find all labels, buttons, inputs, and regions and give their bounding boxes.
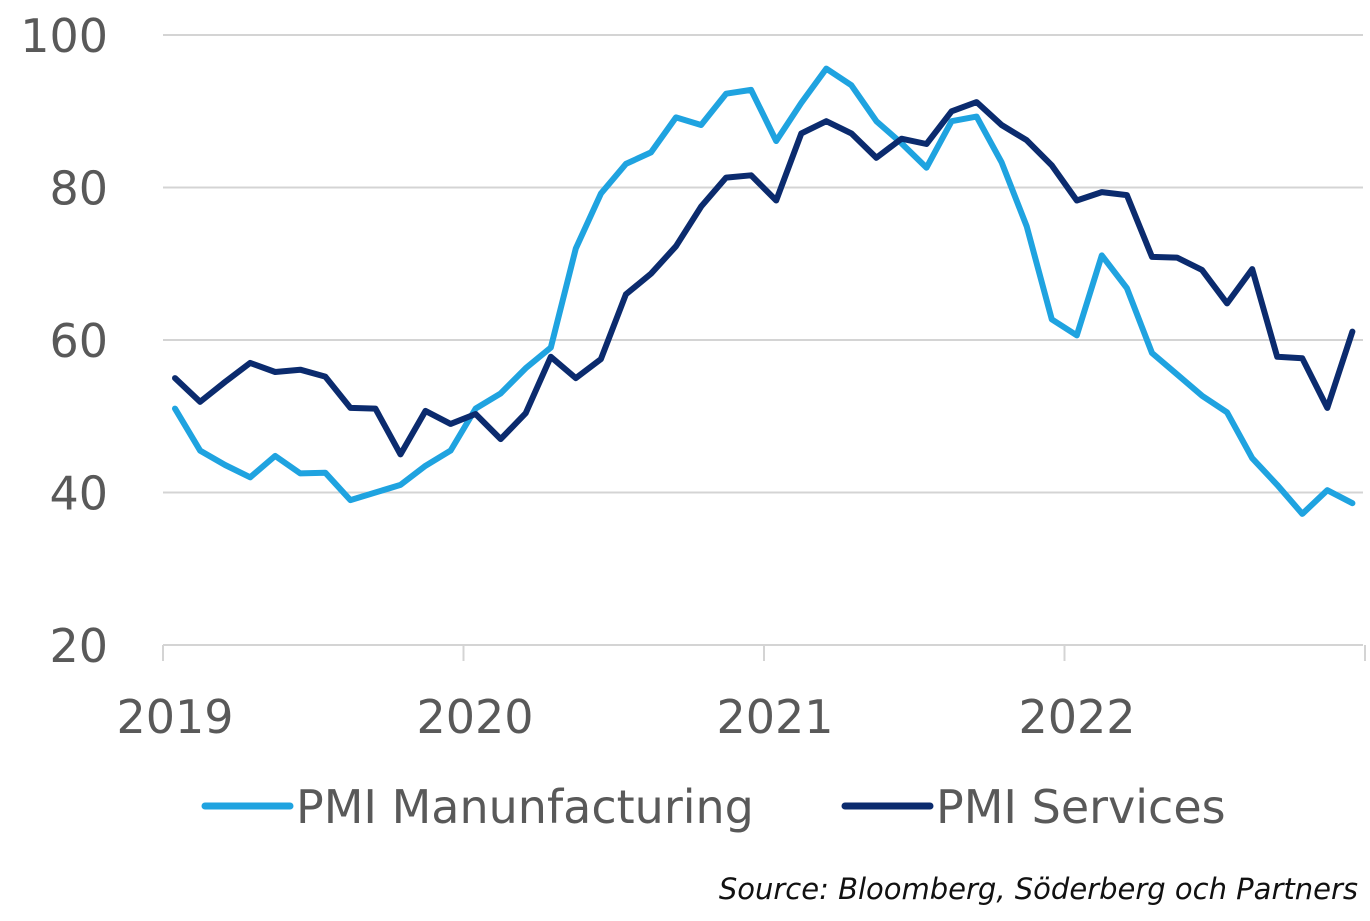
series-1 bbox=[172, 65, 1356, 517]
series-line bbox=[172, 65, 1356, 517]
y-tick-label: 20 bbox=[49, 619, 108, 673]
series-2 bbox=[172, 99, 1356, 458]
y-tick-label: 40 bbox=[49, 467, 108, 521]
y-tick-label: 80 bbox=[49, 162, 108, 216]
y-tick-label: 60 bbox=[49, 314, 108, 368]
legend-label: PMI Services bbox=[936, 780, 1226, 834]
source-note: Source: Bloomberg, Söderberg och Partner… bbox=[718, 872, 1358, 906]
x-tick-label: 2021 bbox=[716, 690, 833, 744]
y-tick-label: 100 bbox=[20, 9, 108, 63]
x-tick-label: 2019 bbox=[116, 690, 233, 744]
legend-label: PMI Manunfacturing bbox=[296, 780, 754, 834]
series-line bbox=[172, 99, 1356, 458]
x-tick-label: 2020 bbox=[416, 690, 533, 744]
x-tick-label: 2022 bbox=[1018, 690, 1135, 744]
